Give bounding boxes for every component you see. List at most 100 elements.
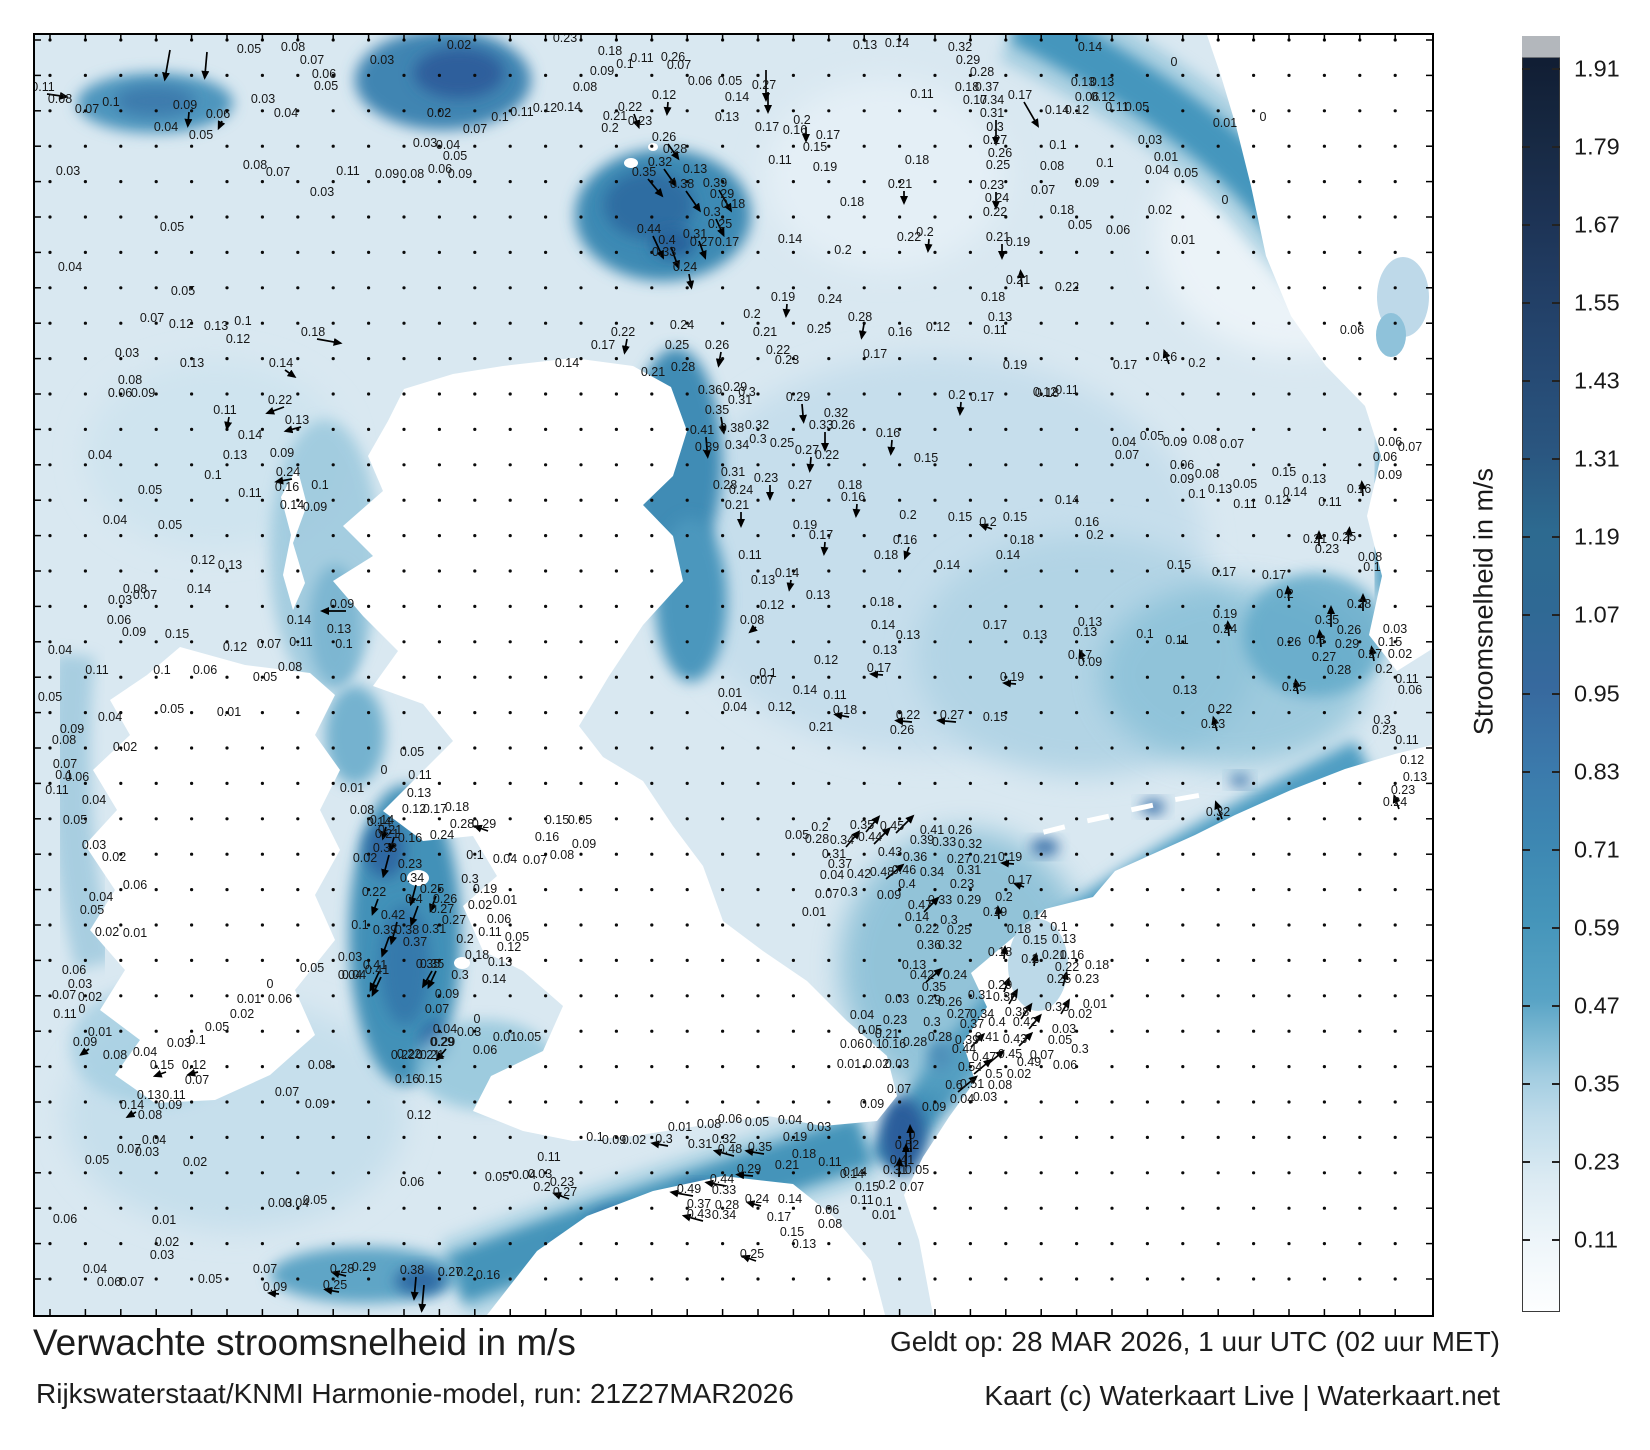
current-speed-value: 0.3: [923, 1015, 940, 1029]
current-speed-value: 0.42: [847, 867, 871, 881]
colorbar-tick-label: 0.59: [1574, 914, 1620, 941]
current-speed-value: 0.05: [63, 813, 87, 827]
current-speed-value: 0.44: [858, 830, 882, 844]
current-speed-value: 0.03: [268, 1196, 292, 1210]
current-speed-value: 0.33: [373, 841, 397, 855]
current-speed-value: 0.17: [1262, 568, 1286, 582]
current-speed-value: 0.04: [89, 890, 113, 904]
current-speed-value: 0.33: [932, 835, 956, 849]
current-speed-value: 0.07: [523, 853, 547, 867]
current-speed-value: 0.04: [338, 968, 362, 982]
current-speed-value: 0.08: [818, 1217, 842, 1231]
current-speed-value: 0.01: [802, 905, 826, 919]
current-speed-value: 0.18: [301, 325, 325, 339]
current-speed-value: 0.27: [553, 1185, 577, 1199]
current-speed-value: 0.1: [1136, 627, 1153, 641]
current-speed-value: 0.41: [975, 1030, 999, 1044]
current-speed-value: 0.12: [182, 1058, 206, 1072]
current-speed-value: 0.11: [983, 323, 1006, 337]
current-speed-value: 0.39: [695, 440, 719, 454]
current-speed-value: 0.26: [988, 146, 1012, 160]
current-speed-value: 0.27: [438, 1265, 462, 1279]
current-speed-value: 0.1: [204, 468, 221, 482]
current-speed-value: 0.14: [187, 582, 211, 596]
current-speed-value: 0.16: [476, 1268, 500, 1282]
current-speed-value: 0.43: [1003, 1032, 1027, 1046]
current-speed-value: 0.29: [957, 893, 981, 907]
current-speed-value: 0.27: [947, 1007, 971, 1021]
current-speed-value: 0.25: [420, 882, 444, 896]
current-speed-value: 0.27: [752, 78, 776, 92]
current-speed-value: 0.07: [52, 988, 76, 1002]
current-speed-value: 0.28: [1347, 597, 1371, 611]
current-speed-value: 0.09: [330, 597, 354, 611]
current-speed-value: 0.14: [1045, 103, 1069, 117]
current-speed-value: 0.13: [327, 622, 351, 636]
current-speed-value: 0.27: [442, 913, 466, 927]
colorbar-tick-mark: [1552, 1239, 1560, 1242]
current-speed-value: 0.06: [62, 963, 86, 977]
current-speed-value: 0.05: [905, 1163, 929, 1177]
current-speed-value: 0.46: [892, 863, 916, 877]
land-orkney: [624, 158, 638, 168]
current-speed-value: 0.14: [996, 548, 1020, 562]
current-speed-value: 0.13: [1078, 615, 1102, 629]
current-speed-value: 0.06: [1398, 683, 1422, 697]
current-speed-value: 0.11: [1395, 733, 1418, 747]
current-speed-value: 0.05: [517, 1030, 541, 1044]
current-speed-value: 0.11: [1318, 495, 1341, 509]
current-speed-value: 0.15: [1167, 558, 1191, 572]
current-speed-value: 0.29: [431, 1035, 455, 1049]
current-speed-value: 0.21: [875, 1027, 899, 1041]
current-speed-value: 0.17: [970, 390, 994, 404]
current-speed-value: 0.17: [1113, 358, 1137, 372]
sea-ijsselmeer: [1008, 919, 1068, 1011]
current-speed-value: 0.03: [528, 1167, 552, 1181]
current-speed-value: 0.05: [745, 1115, 769, 1129]
current-speed-value: 0.01: [152, 1213, 176, 1227]
current-speed-value: 0.05: [300, 961, 324, 975]
current-speed-value: 0.09: [572, 837, 596, 851]
current-speed-value: 0.1: [55, 768, 72, 782]
colorbar-tick-mark: [1522, 770, 1530, 773]
current-speed-value: 0.28: [713, 478, 737, 492]
colorbar-tick-label: 1.55: [1574, 289, 1620, 316]
current-speed-value: 0.1: [1096, 156, 1113, 170]
current-speed-value: 0.35: [632, 165, 656, 179]
current-speed-value: 0.02: [353, 851, 377, 865]
current-speed-value: 0.01: [718, 686, 742, 700]
colorbar-tick-mark: [1522, 692, 1530, 695]
current-speed-value: 0.16: [893, 533, 917, 547]
current-speed-value: 0.27: [940, 708, 964, 722]
current-speed-value: 0.03: [82, 838, 106, 852]
colorbar-tick-label: 0.83: [1574, 758, 1620, 785]
current-speed-value: 0.01: [1154, 150, 1178, 164]
current-speed-value: 0.11: [478, 925, 501, 939]
current-speed-value: 0.41: [690, 423, 714, 437]
colorbar-tick-label: 1.43: [1574, 367, 1620, 394]
current-speed-value: 0.13: [751, 573, 775, 587]
current-speed-value: 0.2: [743, 307, 760, 321]
current-speed-value: 0.37: [960, 1017, 984, 1031]
current-speed-value: 0.05: [505, 930, 529, 944]
current-speed-value: 0: [381, 763, 388, 777]
current-speed-value: 0.09: [263, 1280, 287, 1294]
current-speed-value: 0.06: [312, 67, 336, 81]
current-speed-value: 0: [474, 1012, 481, 1026]
current-speed-value: 0.29: [988, 978, 1012, 992]
current-speed-value: 0.06: [107, 613, 131, 627]
current-speed-value: 0.06: [1373, 450, 1397, 464]
current-speed-value: 0.15: [418, 1072, 442, 1086]
current-speed-value: 0.05: [718, 74, 742, 88]
current-speed-value: 0.27: [1312, 650, 1336, 664]
current-speed-value: 0.31: [422, 922, 446, 936]
current-speed-value: 0.17: [715, 235, 739, 249]
current-speed-value: 0.26: [938, 995, 962, 1009]
current-speed-value: 0.05: [171, 284, 195, 298]
current-speed-value: 0.04: [133, 1045, 157, 1059]
colorbar-tick-mark: [1552, 145, 1560, 148]
current-speed-value: 0.01: [88, 1025, 112, 1039]
current-speed-value: 0.27: [690, 235, 714, 249]
current-speed-value: 0.08: [278, 660, 302, 674]
colorbar-tick-mark: [1552, 770, 1560, 773]
